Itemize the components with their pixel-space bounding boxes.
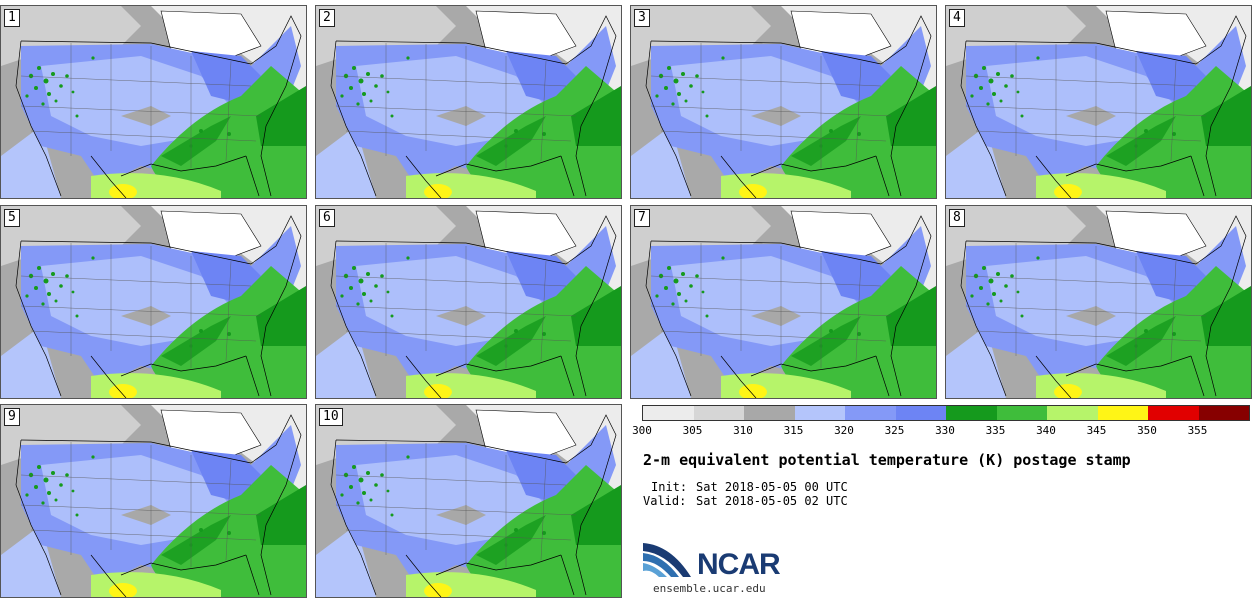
colorbar-bin <box>643 406 694 420</box>
panel-label: 3 <box>634 9 650 27</box>
colorbar-tick-label: 325 <box>884 424 905 437</box>
colorbar-bin <box>895 406 946 420</box>
figure-title: 2-m equivalent potential temperature (K)… <box>643 451 1131 469</box>
panel-label: 1 <box>4 9 20 27</box>
colorbar-tick-label: 355 <box>1187 424 1208 437</box>
map-panel: 3 <box>630 5 937 199</box>
valid-label: Valid: <box>643 494 687 508</box>
map-panel: 9 <box>0 404 307 598</box>
colorbar-bin <box>693 406 744 420</box>
panel-label: 10 <box>319 408 343 426</box>
map-panel: 5 <box>0 205 307 399</box>
panel-label: 7 <box>634 209 650 227</box>
ncar-logo-text: NCAR <box>697 548 781 581</box>
map-panel: 7 <box>630 205 937 399</box>
colorbar-bin <box>1198 406 1249 420</box>
colorbar-tick-label: 315 <box>783 424 804 437</box>
panel-label: 6 <box>319 209 335 227</box>
panel-label: 8 <box>949 209 965 227</box>
colorbar <box>642 405 1250 421</box>
colorbar-bin <box>794 406 845 420</box>
ncar-logo-icon <box>643 543 691 577</box>
colorbar-tick-label: 305 <box>682 424 703 437</box>
colorbar-bin <box>1097 406 1148 420</box>
colorbar-tick-label: 300 <box>632 424 652 437</box>
panel-label: 4 <box>949 9 965 27</box>
colorbar-bin <box>996 406 1047 420</box>
colorbar-bin <box>1148 406 1199 420</box>
map-panel: 4 <box>945 5 1252 199</box>
init-label: Init: <box>651 480 688 494</box>
colorbar-bin <box>845 406 896 420</box>
panel-label: 2 <box>319 9 335 27</box>
site-url: ensemble.ucar.edu <box>653 582 766 595</box>
map-panel: 6 <box>315 205 622 399</box>
colorbar-tick-label: 320 <box>834 424 854 437</box>
colorbar-tick-label: 340 <box>1036 424 1056 437</box>
map-panel: 8 <box>945 205 1252 399</box>
map-panel: 1 <box>0 5 307 199</box>
init-time: Sat 2018-05-05 00 UTC <box>696 480 848 494</box>
colorbar-bin <box>946 406 997 420</box>
colorbar-tick-label: 345 <box>1086 424 1107 437</box>
panel-label: 5 <box>4 209 20 227</box>
colorbar-ticks: 300 305 310 315 320 325 330 335 340 345 350 355 <box>632 424 1248 438</box>
map-panel: 2 <box>315 5 622 199</box>
colorbar-bin <box>1047 406 1098 420</box>
panel-label: 9 <box>4 408 20 426</box>
colorbar-tick-label: 330 <box>935 424 955 437</box>
map-panel: 10 <box>315 404 622 598</box>
colorbar-tick-label: 350 <box>1137 424 1157 437</box>
valid-time: Sat 2018-05-05 02 UTC <box>696 494 848 508</box>
colorbar-tick-label: 335 <box>985 424 1006 437</box>
colorbar-tick-label: 310 <box>733 424 753 437</box>
colorbar-bin <box>744 406 795 420</box>
